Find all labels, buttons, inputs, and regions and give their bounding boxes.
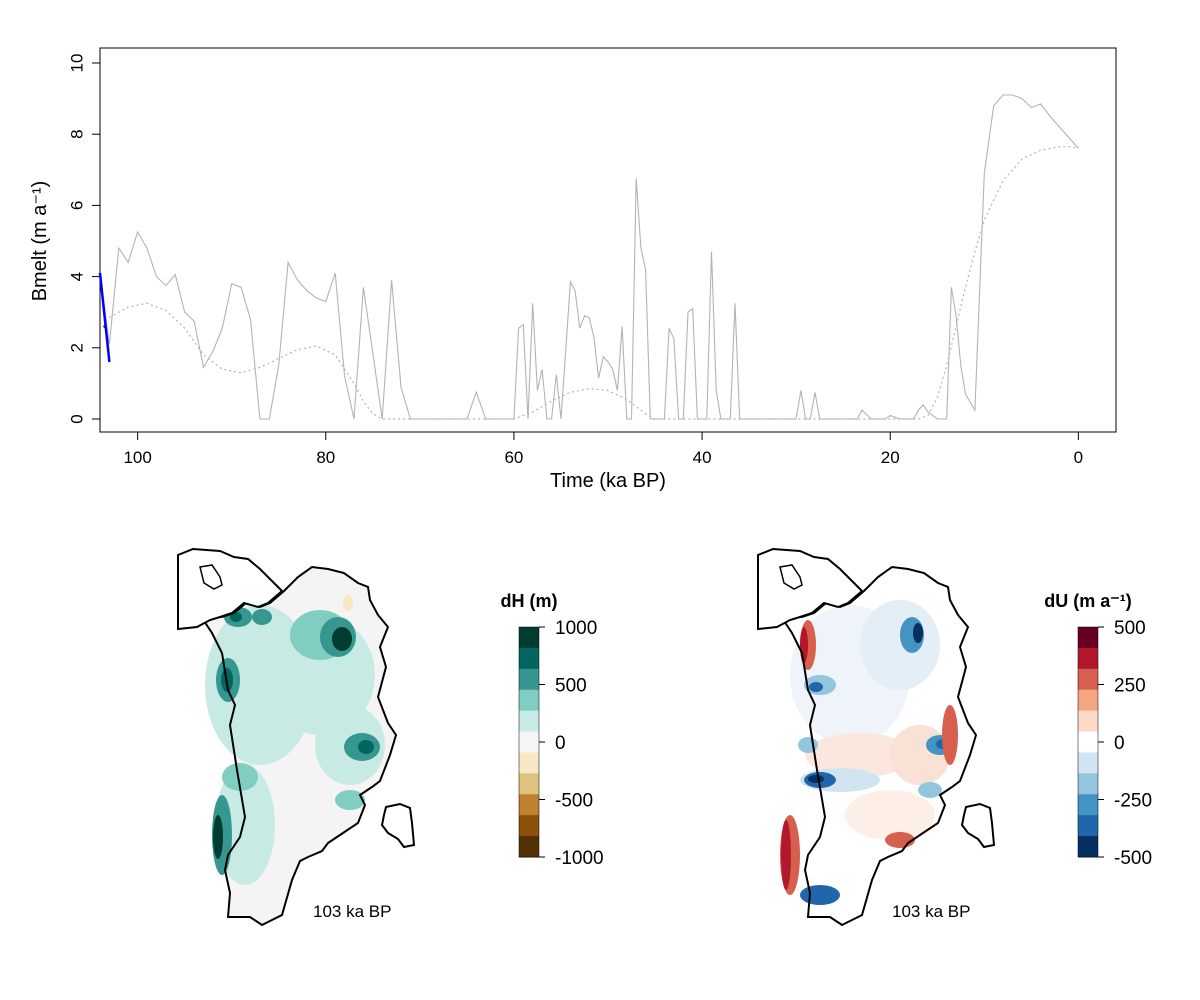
x-tick-label: 60: [504, 448, 523, 467]
colorbar-label: 1000: [555, 618, 597, 639]
dh-map-panel: 103 ka BP: [177, 548, 415, 926]
colorbar-segment: [1078, 794, 1098, 816]
colorbar-segment: [1078, 627, 1098, 649]
y-tick-label: 10: [67, 54, 86, 73]
x-tick-label: 100: [123, 448, 151, 467]
y-tick-label: 4: [67, 272, 86, 281]
bmelt-chart: 100 80 60 40 20 0 Time (ka BP) 0 2 4 6 8 10 Bmelt …: [29, 47, 1117, 492]
dh-legend-title: dH (m): [501, 591, 558, 611]
colorbar-segment: [519, 815, 539, 837]
colorbar-label: 0: [555, 733, 566, 754]
y-axis-title: Bmelt (m a⁻¹): [29, 181, 51, 302]
colorbar-label: 0: [1114, 733, 1125, 754]
dh-colorbar: [518, 626, 540, 858]
du-legend: dU (m a⁻¹) 500 250 0 -250 -500: [1044, 591, 1152, 869]
colorbar-segment: [1078, 836, 1098, 858]
du-colorbar: [1077, 626, 1099, 858]
du-map-caption: 103 ka BP: [892, 902, 970, 921]
du-map-panel: 103 ka BP: [757, 548, 995, 926]
x-tick-label: 80: [316, 448, 335, 467]
colorbar-segment: [519, 710, 539, 733]
colorbar-label: -250: [1114, 791, 1152, 812]
colorbar-segment: [519, 647, 539, 670]
dh-map-caption: 103 ka BP: [313, 902, 391, 921]
colorbar-segment: [1078, 752, 1098, 774]
colorbar-segment: [519, 668, 539, 691]
y-tick-label: 6: [67, 201, 86, 210]
colorbar-segment: [519, 794, 539, 816]
y-tick-label: 2: [67, 343, 86, 352]
colorbar-label: 250: [1114, 676, 1146, 697]
series-solid-blue: [98, 272, 111, 363]
colorbar-segment: [519, 689, 539, 712]
colorbar-label: 500: [555, 676, 587, 697]
du-legend-title: dU (m a⁻¹): [1044, 591, 1132, 611]
colorbar-segment: [519, 627, 539, 649]
colorbar-segment: [519, 752, 539, 774]
colorbar-segment: [519, 836, 539, 858]
colorbar-segment: [1078, 668, 1098, 691]
series-layer: [98, 94, 1079, 420]
colorbar-segment: [1078, 731, 1098, 753]
series-dotted-gray: [109, 146, 1079, 420]
x-tick-label: 0: [1074, 448, 1083, 467]
y-tick-label: 0: [67, 414, 86, 423]
colorbar-segment: [519, 731, 539, 753]
dh-legend: dH (m) 1000 500 0 -500 -1000: [501, 591, 604, 869]
colorbar-label: -500: [555, 791, 593, 812]
series-solid-gray: [99, 94, 1079, 420]
colorbar-segment: [1078, 773, 1098, 795]
y-tick-label: 8: [67, 129, 86, 138]
colorbar-segment: [1078, 815, 1098, 837]
colorbar-label: -1000: [555, 848, 604, 869]
colorbar-label: 500: [1114, 618, 1146, 639]
x-tick-label: 40: [693, 448, 712, 467]
du-field: [780, 600, 958, 905]
x-axis-title: Time (ka BP): [550, 470, 666, 492]
du-map: [757, 548, 995, 926]
y-axis: 0 2 4 6 8 10 Bmelt (m a⁻¹): [29, 54, 101, 424]
x-axis: 100 80 60 40 20 0 Time (ka BP): [123, 431, 1083, 492]
colorbar-segment: [1078, 647, 1098, 670]
dh-field: [205, 595, 385, 885]
colorbar-segment: [519, 773, 539, 795]
dh-map: [177, 548, 415, 926]
colorbar-segment: [1078, 689, 1098, 712]
plot-frame: [99, 47, 1117, 433]
colorbar-segment: [1078, 710, 1098, 733]
colorbar-label: -500: [1114, 848, 1152, 869]
x-tick-label: 20: [881, 448, 900, 467]
